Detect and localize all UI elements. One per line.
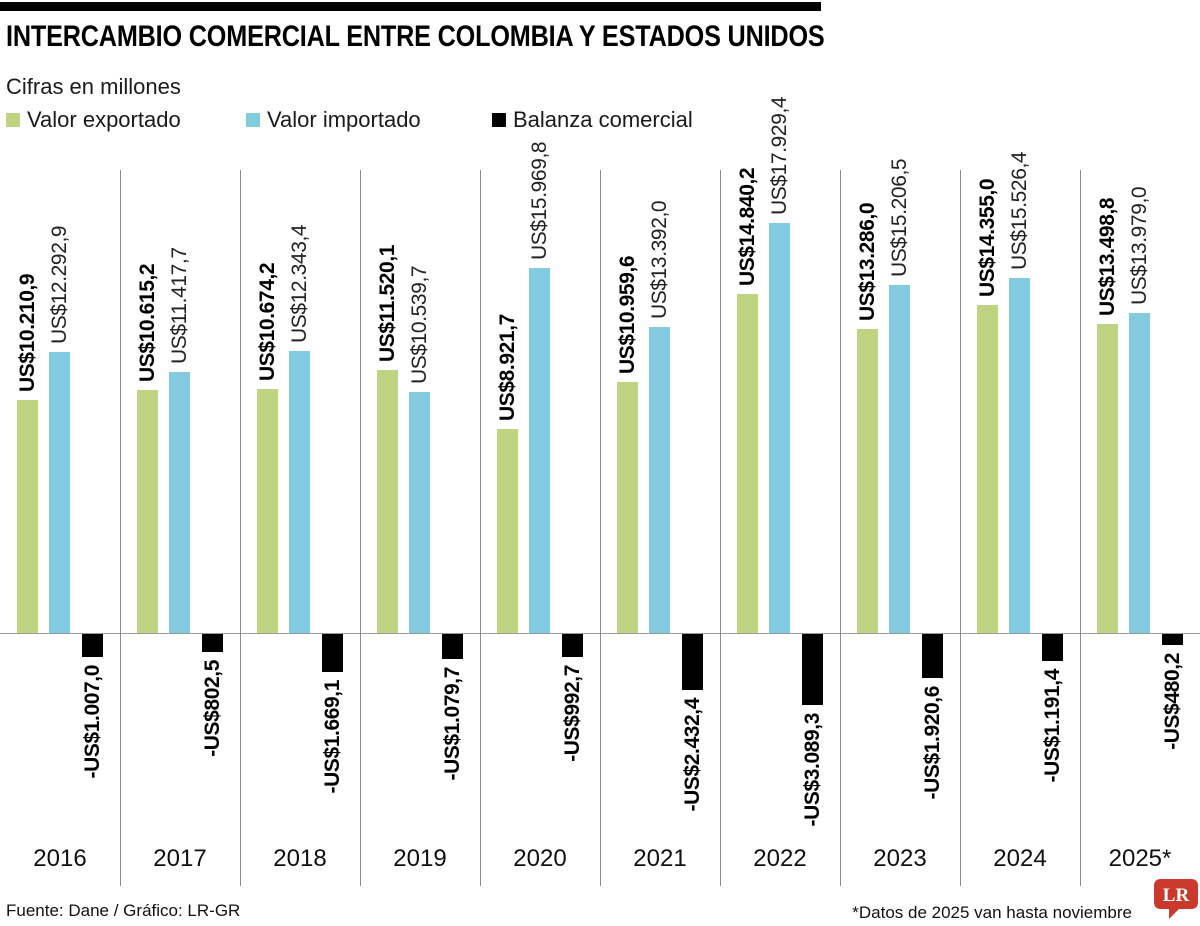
source-credit: Fuente: Dane / Gráfico: LR-GR: [6, 901, 241, 920]
import-bar: [649, 326, 670, 633]
year-label: 2018: [273, 845, 327, 872]
export-bar: [257, 388, 278, 633]
import-bar: [169, 371, 190, 633]
import-value-label-text: US$13.979,0: [1128, 187, 1151, 306]
balance-bar: [1162, 634, 1183, 645]
balance-bar: [442, 634, 463, 659]
import-bar: [889, 285, 910, 633]
export-bar: [1097, 324, 1118, 633]
import-bar: [289, 350, 310, 633]
units-note: Cifras en millones: [6, 74, 181, 99]
year-label: 2017: [153, 845, 207, 872]
export-bar: [737, 293, 758, 633]
import-bar: [409, 391, 430, 633]
balance-bar: [682, 634, 703, 690]
import-value-label-text: US$15.969,8: [528, 141, 551, 260]
export-bar: [137, 390, 158, 633]
import-bar: [1009, 277, 1030, 633]
export-value-label-text: US$14.840,2: [736, 167, 759, 286]
export-value-label-text: US$13.286,0: [856, 202, 879, 322]
balance-value-label-text: -US$1.079,7: [441, 666, 464, 781]
year-label: 2020: [513, 845, 567, 872]
balance-bar: [922, 634, 943, 678]
imports-color-chip: [246, 113, 260, 127]
balance-value-label-text: -US$992,7: [561, 664, 584, 762]
column-separator: [960, 170, 961, 886]
export-value-label-text: US$14.355,0: [976, 178, 999, 297]
export-bar: [977, 304, 998, 633]
import-value-label-text: US$15.206,5: [888, 159, 911, 278]
lr-logo-bubble: [1154, 879, 1198, 919]
page-title: INTERCAMBIO COMERCIAL ENTRE COLOMBIA Y E…: [6, 20, 825, 53]
balance-bar: [82, 634, 103, 658]
import-bar: [1129, 313, 1150, 633]
balance-value-label-text: -US$2.432,4: [681, 697, 704, 812]
export-bar: [17, 399, 38, 633]
balance-bar: [802, 634, 823, 705]
import-bar: [769, 223, 790, 633]
import-value-label-text: US$10.539,7: [408, 265, 431, 384]
export-value-label-text: US$11.520,1: [376, 244, 399, 362]
balance-bar: [322, 634, 343, 673]
import-value-label-text: US$11.417,7: [168, 247, 191, 364]
year-label: 2023: [873, 845, 927, 872]
export-value-label-text: US$10.959,6: [616, 256, 639, 375]
balance-value-label-text: -US$1.007,0: [81, 665, 104, 779]
column-separator: [600, 170, 601, 886]
import-value-label-text: US$12.292,9: [48, 225, 71, 344]
import-value-label-text: US$15.526,4: [1008, 151, 1031, 270]
export-bar: [617, 382, 638, 633]
export-value-label-text: US$10.210,9: [16, 273, 39, 392]
balance-value-label-text: -US$1.669,1: [321, 680, 344, 794]
import-value-label-text: US$12.343,4: [288, 224, 311, 343]
year-label: 2024: [993, 845, 1047, 872]
legend-item-exports: Valor exportado: [6, 107, 181, 132]
balance-value-label-text: -US$1.191,4: [1041, 669, 1064, 783]
balance-bar: [202, 634, 223, 653]
export-bar: [377, 369, 398, 633]
export-value-label-text: US$10.615,2: [136, 264, 159, 383]
export-bar: [497, 428, 518, 633]
export-bar: [857, 329, 878, 633]
column-separator: [720, 170, 721, 886]
column-separator: [1080, 170, 1081, 886]
balance-color-chip: [492, 113, 506, 127]
exports-color-chip: [6, 113, 20, 127]
year-label: 2022: [753, 845, 807, 872]
column-separator: [840, 170, 841, 886]
year-label: 2016: [33, 845, 87, 872]
top-rule: [0, 2, 821, 11]
year-label: 2019: [393, 845, 447, 872]
import-bar: [49, 351, 70, 633]
legend-label-imports: Valor importado: [267, 107, 421, 132]
legend-label-exports: Valor exportado: [27, 107, 181, 132]
balance-bar: [1042, 634, 1063, 662]
import-value-label-text: US$13.392,0: [648, 200, 671, 319]
export-value-label-text: US$8.921,7: [496, 314, 519, 421]
year-label: 2025*: [1108, 845, 1172, 872]
balance-value-label-text: -US$3.089,3: [801, 712, 824, 827]
balance-value-label-text: -US$1.920,6: [921, 685, 944, 800]
lr-logo: LR: [1154, 879, 1198, 919]
legend-item-imports: Valor importado: [246, 107, 421, 132]
svg-text:LR: LR: [1163, 885, 1190, 906]
column-separator: [240, 170, 241, 886]
balance-value-label-text: -US$480,2: [1161, 652, 1184, 750]
column-separator: [360, 170, 361, 886]
import-value-label-text: US$17.929,4: [768, 96, 791, 215]
import-bar: [529, 267, 550, 633]
legend-item-balance: Balanza comercial: [492, 107, 693, 132]
legend-label-balance: Balanza comercial: [513, 107, 693, 132]
balance-value-label-text: -US$802,5: [201, 660, 224, 758]
export-value-label-text: US$13.498,8: [1096, 198, 1119, 317]
column-separator: [120, 170, 121, 886]
year-label: 2021: [633, 845, 687, 872]
export-value-label-text: US$10.674,2: [256, 262, 279, 381]
balance-bar: [562, 634, 583, 657]
column-separator: [480, 170, 481, 886]
footnote: *Datos de 2025 van hasta noviembre: [852, 903, 1132, 922]
